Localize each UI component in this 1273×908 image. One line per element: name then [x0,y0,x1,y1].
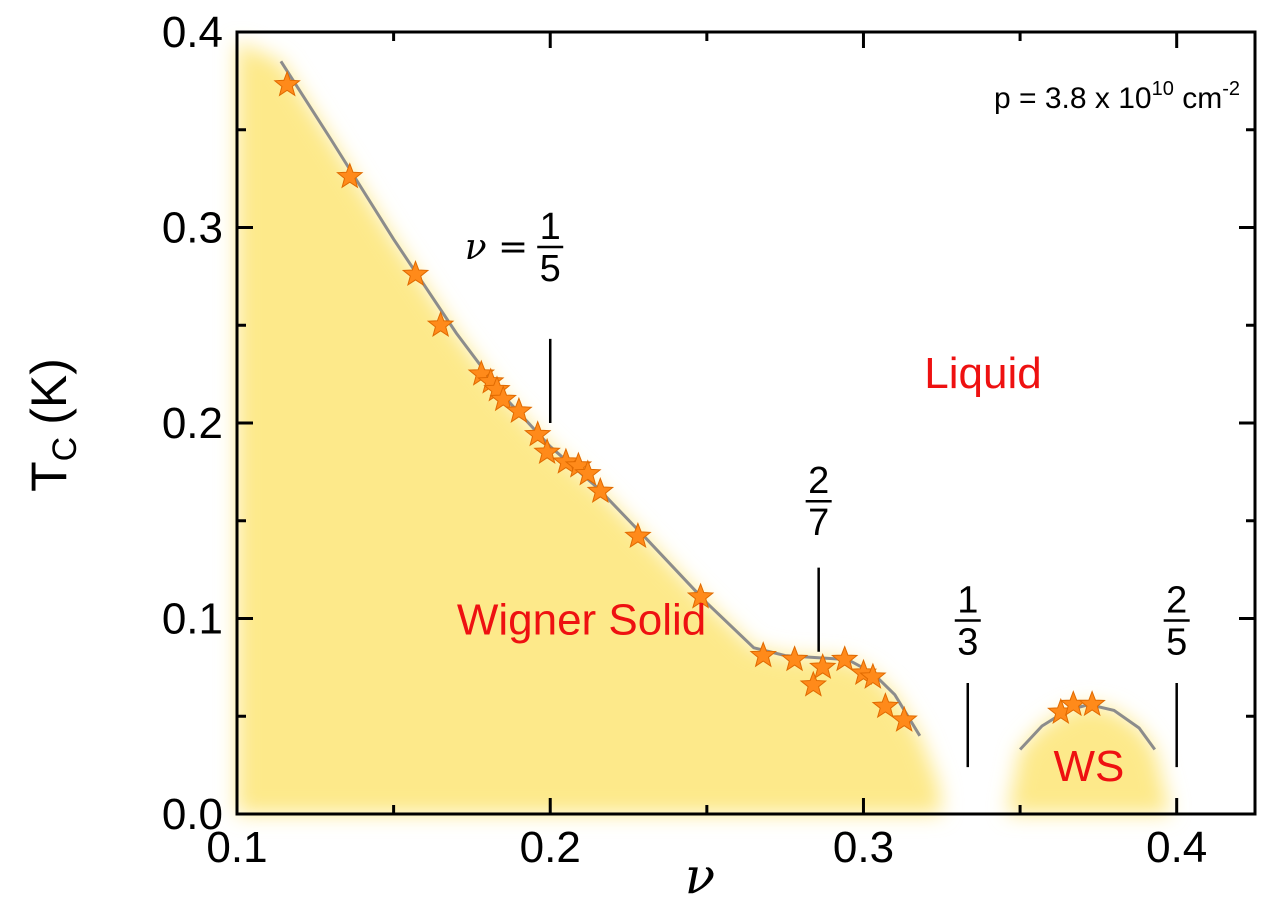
y-axis-title: TC(K) [21,358,84,492]
region-label-wigner-solid: Wigner Solid [457,596,706,645]
fraction-numerator: 2 [808,460,829,502]
fraction-denominator: 7 [808,502,829,544]
data-point [890,705,918,732]
fit-curve-0 [279,60,922,737]
data-point [574,459,602,486]
y-tick-label: 0.4 [162,8,223,57]
x-tick-label: 0.3 [833,823,894,872]
data-point [749,641,777,668]
data-point [586,476,615,504]
y-tick-label: 0.2 [162,399,223,448]
axis-ticks [235,30,1255,816]
data-point [523,420,552,447]
data-point [426,310,455,337]
density-annotation: p = 3.8 x 1010 cm-2 [994,78,1240,115]
fraction-denominator: 3 [957,621,978,663]
y-tick-label: 0.0 [162,790,223,839]
x-axis-title: ν [685,847,715,905]
data-point [273,70,301,97]
data-point [871,692,900,719]
data-point [336,162,364,189]
data-point [624,521,652,549]
phase-region-1 [1007,704,1171,814]
fraction-numerator: 1 [540,206,561,248]
phase-regions [237,41,1171,815]
fraction-denominator: 5 [1166,621,1187,663]
region-label-liquid: Liquid [924,349,1041,398]
x-tick-label: 0.2 [520,823,581,872]
fraction-numerator: 2 [1166,579,1187,621]
x-tick-label: 0.4 [1146,823,1207,872]
data-point [401,259,430,287]
data-point [859,662,887,689]
y-tick-label: 0.1 [162,595,223,644]
data-point [489,385,517,412]
data-point [686,582,715,609]
data-point [830,645,859,672]
phase-region-0 [237,41,942,815]
fraction-denominator: 5 [540,248,561,290]
data-point [505,396,533,423]
x-tick-label: 0.1 [206,823,267,872]
data-point [780,645,809,672]
data-points [273,70,1106,732]
data-point [533,437,561,464]
data-point [1078,690,1106,717]
fraction-numerator: 1 [957,579,978,621]
region-label-ws: WS [1054,742,1125,791]
data-point [809,652,837,680]
fraction-prefix: ν = [465,227,529,268]
y-tick-label: 0.3 [162,204,223,253]
data-point [799,670,828,697]
tick-labels: 0.1 0.2 0.3 0.40.00.10.20.30.4 [162,8,1207,872]
data-point [552,447,580,474]
